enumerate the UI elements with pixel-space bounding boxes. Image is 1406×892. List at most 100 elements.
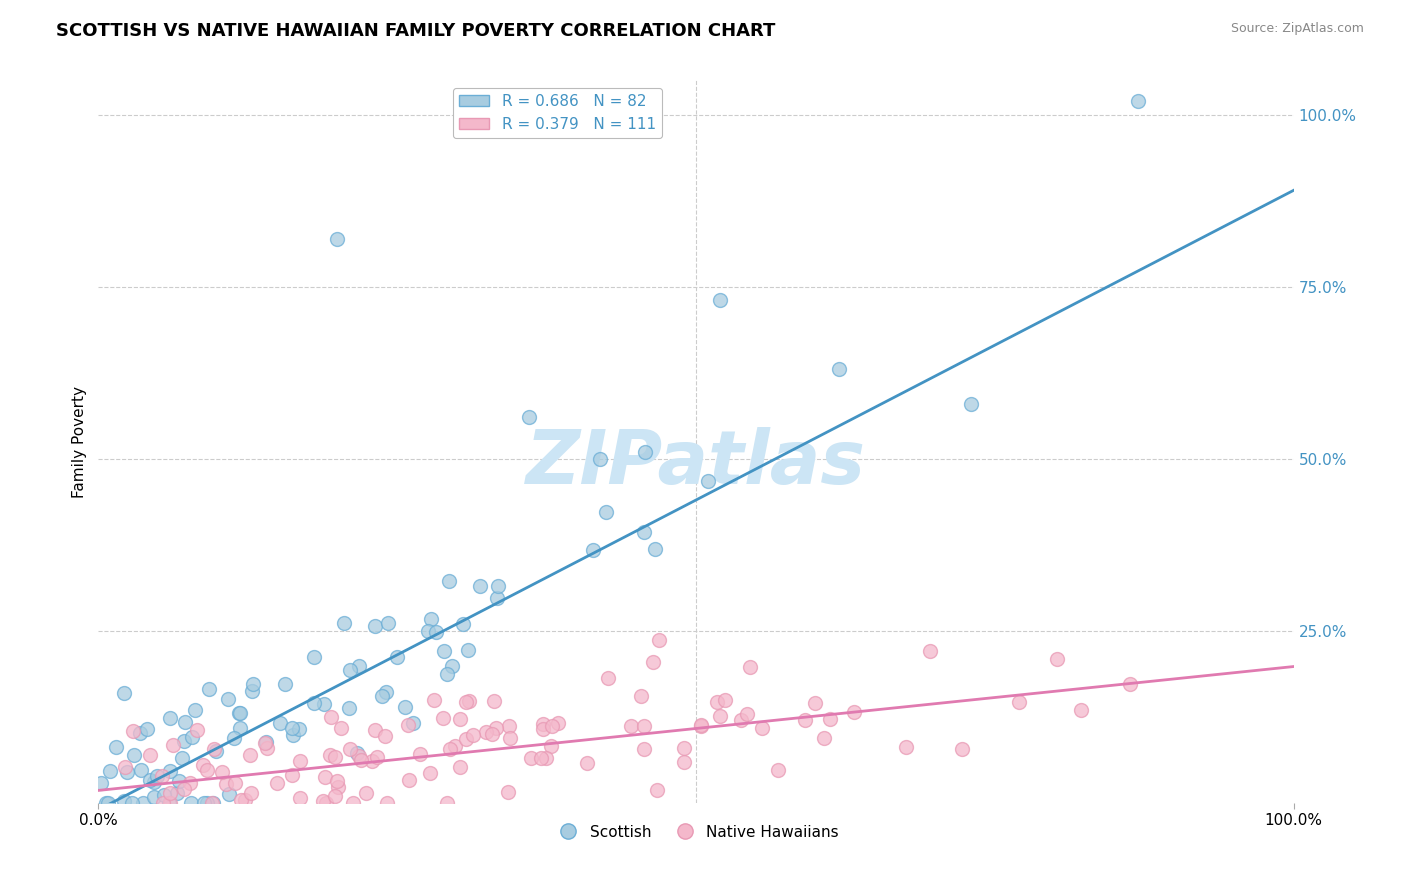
- Point: [228, 706, 250, 720]
- Point: [398, 773, 420, 788]
- Point: [416, 624, 439, 638]
- Point: [432, 711, 454, 725]
- Point: [129, 726, 152, 740]
- Point: [458, 694, 481, 708]
- Point: [159, 764, 181, 778]
- Point: [1008, 695, 1031, 709]
- Point: [112, 686, 135, 700]
- Point: [402, 716, 425, 731]
- Point: [735, 707, 758, 722]
- Point: [122, 724, 145, 739]
- Point: [633, 741, 655, 756]
- Point: [104, 740, 127, 755]
- Point: [672, 741, 695, 756]
- Point: [94, 796, 117, 810]
- Point: [374, 685, 396, 699]
- Point: [794, 713, 817, 727]
- Point: [576, 756, 599, 770]
- Point: [281, 721, 304, 735]
- Point: [766, 763, 789, 777]
- Point: [520, 750, 543, 764]
- Point: [630, 689, 652, 703]
- Point: [204, 741, 226, 756]
- Point: [229, 793, 252, 807]
- Point: [534, 750, 557, 764]
- Point: [454, 732, 477, 747]
- Point: [894, 739, 917, 754]
- Point: [952, 742, 974, 756]
- Point: [112, 794, 135, 808]
- Point: [90, 776, 112, 790]
- Point: [740, 660, 762, 674]
- Point: [233, 793, 256, 807]
- Point: [457, 643, 479, 657]
- Point: [302, 696, 325, 710]
- Point: [364, 619, 387, 633]
- Point: [323, 749, 346, 764]
- Point: [217, 692, 239, 706]
- Point: [115, 765, 138, 780]
- Point: [375, 796, 398, 810]
- Point: [229, 721, 252, 735]
- Point: [633, 525, 655, 540]
- Point: [433, 644, 456, 658]
- Point: [167, 774, 190, 789]
- Point: [152, 796, 174, 810]
- Point: [456, 695, 478, 709]
- Point: [132, 796, 155, 810]
- Point: [481, 727, 503, 741]
- Point: [239, 786, 262, 800]
- Point: [224, 731, 246, 745]
- Point: [287, 722, 309, 736]
- Point: [361, 754, 384, 768]
- Point: [349, 748, 371, 763]
- Point: [690, 719, 713, 733]
- Point: [647, 632, 669, 647]
- Point: [193, 796, 215, 810]
- Point: [266, 776, 288, 790]
- Point: [960, 397, 983, 411]
- Point: [714, 693, 737, 707]
- Point: [499, 731, 522, 746]
- Point: [485, 591, 508, 606]
- Point: [449, 760, 471, 774]
- Point: [159, 786, 181, 800]
- Point: [547, 716, 569, 731]
- Point: [180, 730, 202, 744]
- Point: [633, 719, 655, 733]
- Point: [419, 766, 441, 780]
- Point: [1046, 652, 1069, 666]
- Point: [129, 763, 152, 777]
- Point: [409, 747, 432, 761]
- Point: [364, 723, 387, 737]
- Point: [485, 721, 508, 735]
- Point: [374, 729, 396, 743]
- Point: [496, 785, 519, 799]
- Point: [162, 738, 184, 752]
- Point: [436, 667, 458, 681]
- Point: [124, 747, 146, 762]
- Text: ZIPatlas: ZIPatlas: [526, 426, 866, 500]
- Point: [201, 796, 224, 810]
- Point: [470, 579, 492, 593]
- Point: [283, 728, 305, 742]
- Point: [643, 655, 665, 669]
- Point: [319, 709, 342, 723]
- Point: [350, 753, 373, 767]
- Point: [159, 711, 181, 725]
- Point: [174, 715, 197, 730]
- Point: [288, 790, 311, 805]
- Point: [828, 362, 851, 376]
- Point: [184, 703, 207, 717]
- Text: Source: ZipAtlas.com: Source: ZipAtlas.com: [1230, 22, 1364, 36]
- Point: [326, 231, 349, 245]
- Point: [423, 693, 446, 707]
- Point: [346, 746, 368, 760]
- Point: [98, 764, 121, 778]
- Point: [920, 644, 942, 658]
- Point: [425, 625, 447, 640]
- Point: [709, 293, 731, 308]
- Point: [166, 786, 188, 800]
- Point: [314, 770, 336, 784]
- Point: [377, 615, 399, 630]
